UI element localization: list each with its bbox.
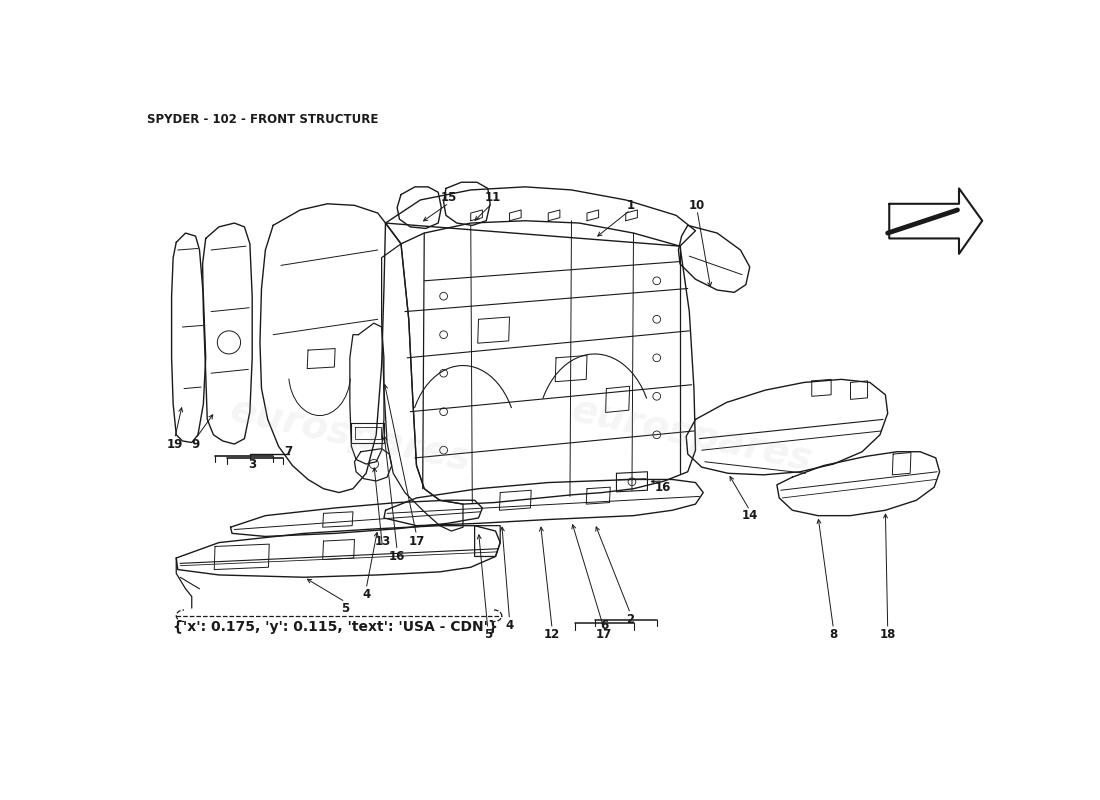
Text: 12: 12: [544, 629, 560, 642]
Text: 1: 1: [626, 199, 635, 212]
Text: {'x': 0.175, 'y': 0.115, 'text': 'USA - CDN'}: {'x': 0.175, 'y': 0.115, 'text': 'USA - …: [173, 620, 497, 634]
Text: 16: 16: [654, 481, 671, 494]
Text: eurospares: eurospares: [227, 390, 475, 479]
Text: 4: 4: [362, 589, 371, 602]
Text: 14: 14: [741, 509, 758, 522]
Text: 3: 3: [249, 458, 256, 470]
Text: 18: 18: [880, 629, 895, 642]
Text: 6: 6: [600, 619, 608, 632]
Text: 9: 9: [191, 438, 200, 450]
Text: 13: 13: [374, 534, 390, 547]
Text: 4: 4: [505, 619, 514, 632]
Text: 10: 10: [689, 199, 705, 212]
Text: 17: 17: [408, 534, 425, 547]
Text: 2: 2: [626, 613, 635, 626]
Text: 17: 17: [596, 629, 613, 642]
Text: 19: 19: [166, 438, 183, 450]
Text: 7: 7: [285, 446, 293, 458]
Text: eurospares: eurospares: [568, 390, 816, 479]
Text: 15: 15: [441, 191, 458, 204]
Text: 5: 5: [484, 629, 492, 642]
Text: 11: 11: [484, 191, 500, 204]
Text: 8: 8: [829, 629, 837, 642]
Text: SPYDER - 102 - FRONT STRUCTURE: SPYDER - 102 - FRONT STRUCTURE: [146, 113, 378, 126]
Text: 5: 5: [341, 602, 350, 614]
Text: 16: 16: [389, 550, 405, 563]
